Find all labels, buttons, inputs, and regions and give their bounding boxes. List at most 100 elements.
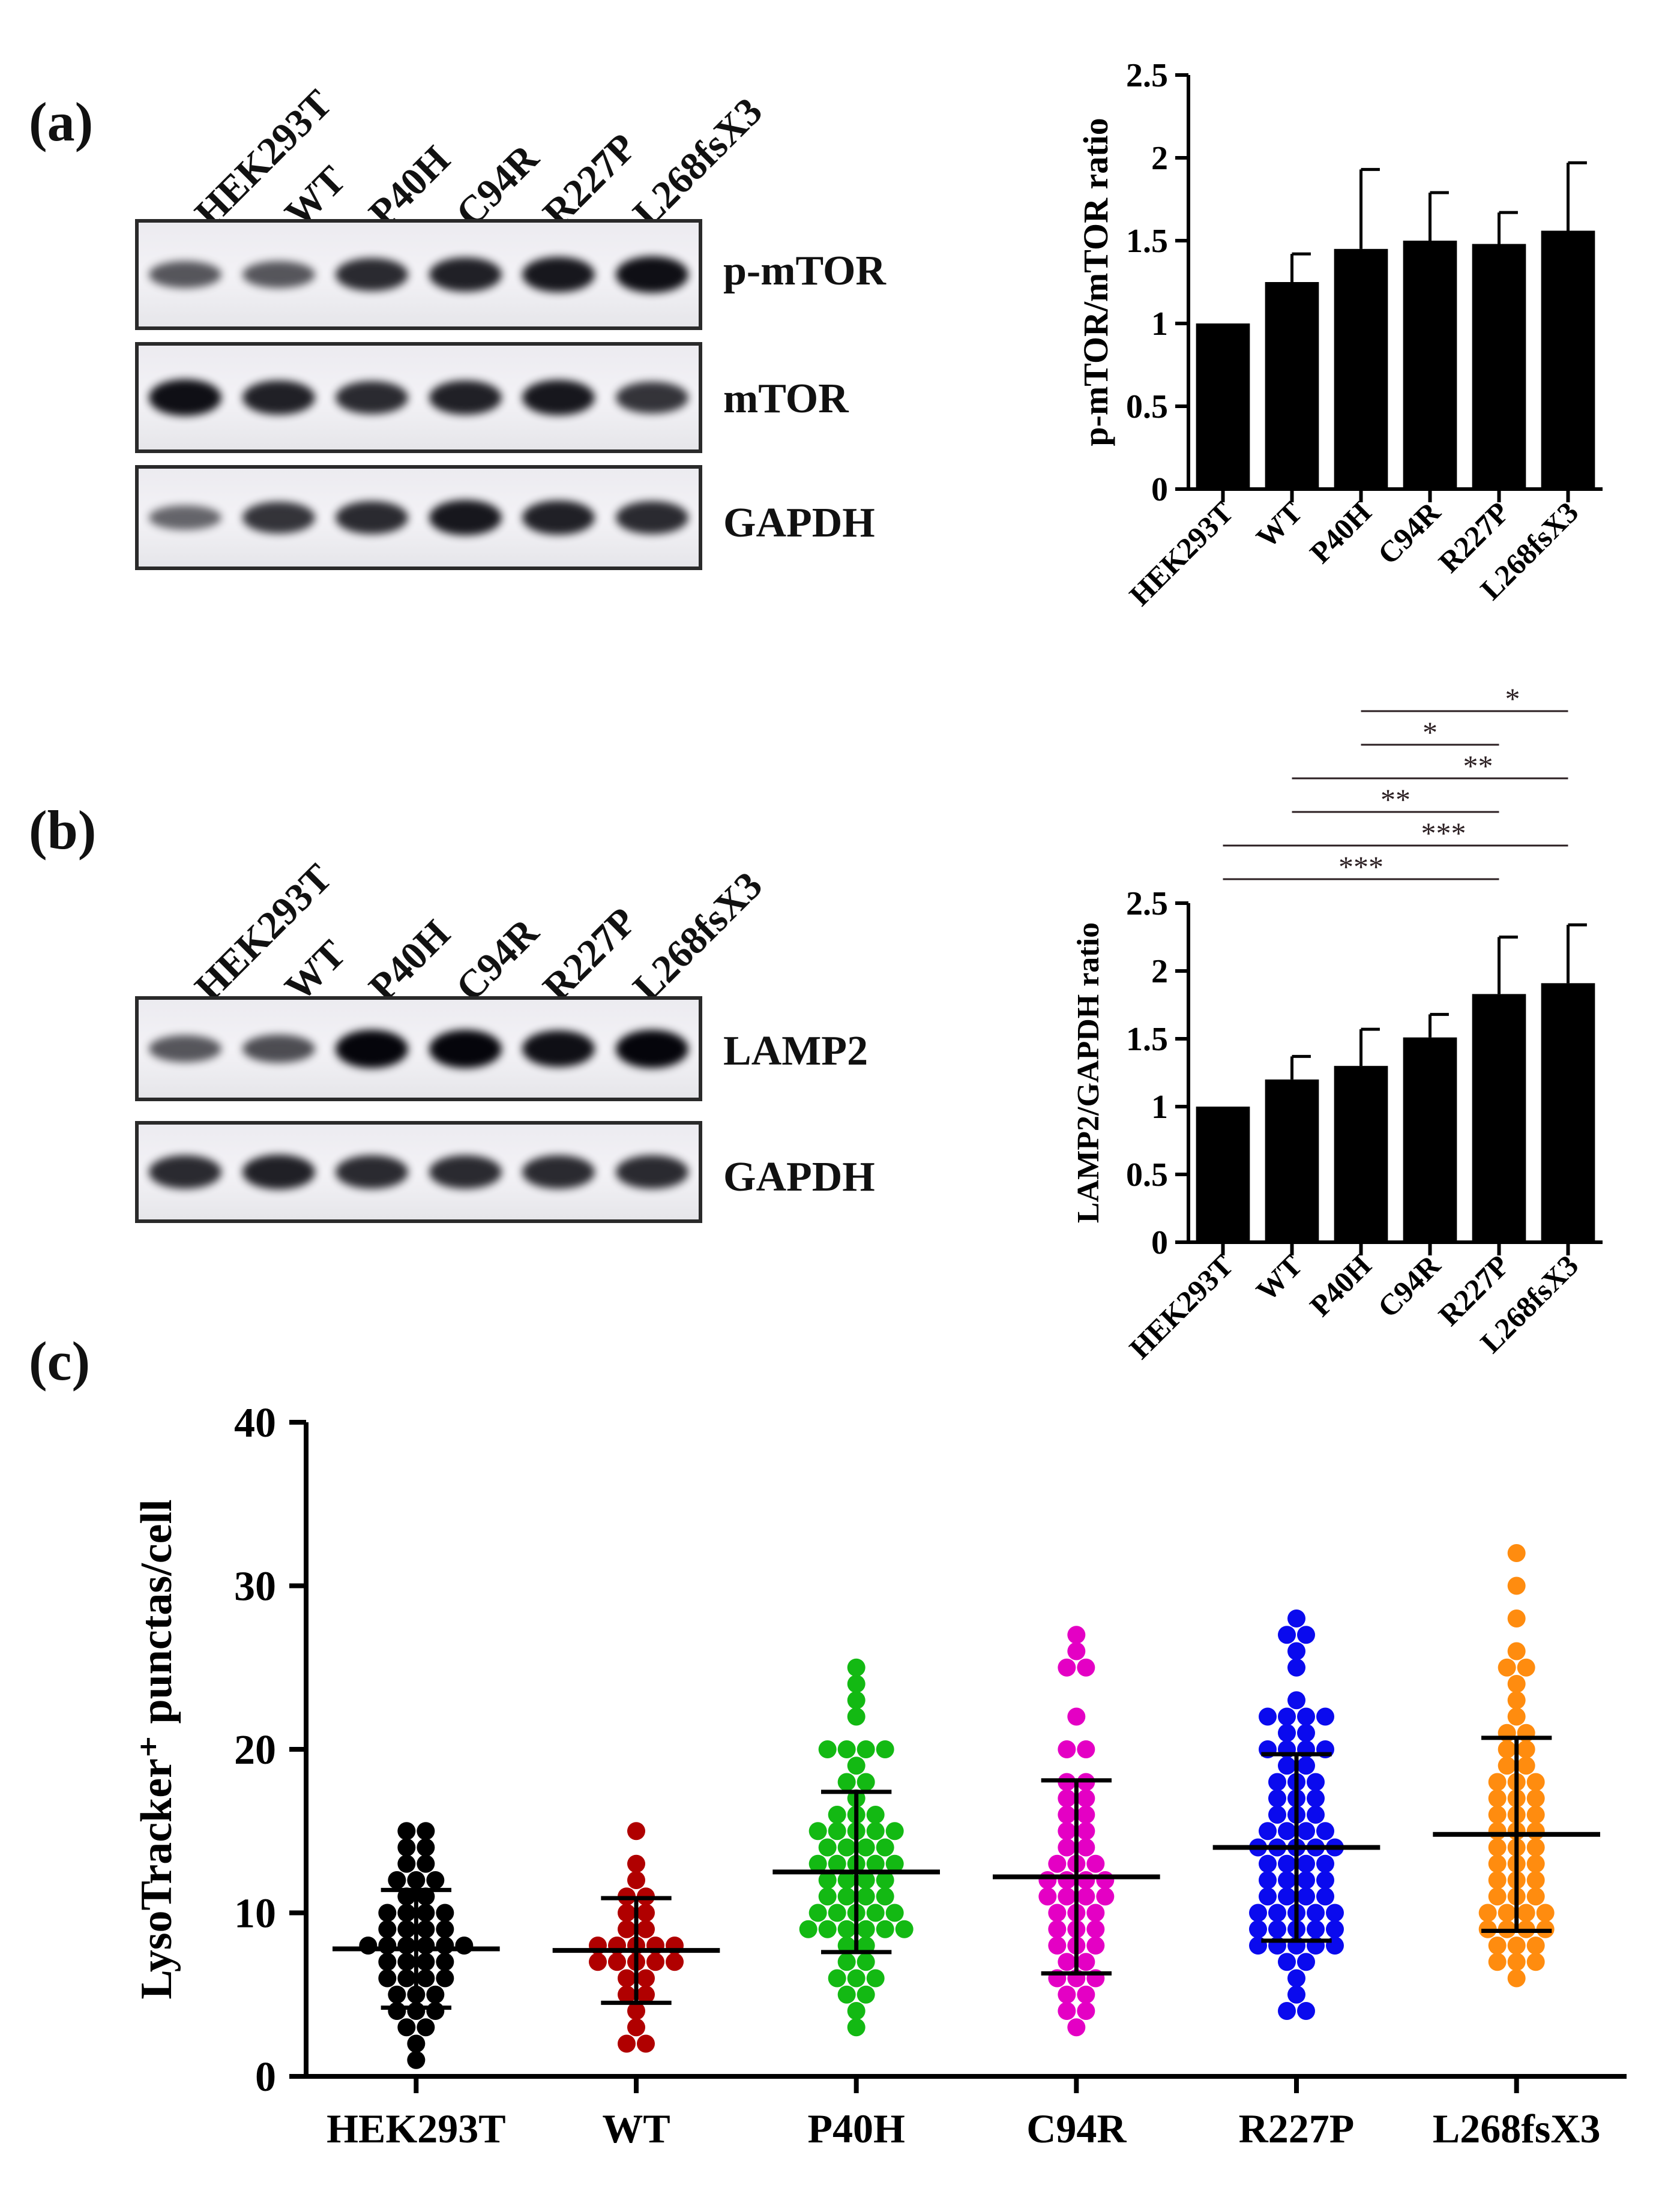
data-point bbox=[1498, 1904, 1516, 1922]
data-point bbox=[1307, 1920, 1325, 1938]
data-point bbox=[857, 1887, 875, 1906]
data-point bbox=[1259, 1887, 1277, 1906]
data-point bbox=[1058, 1838, 1076, 1857]
data-point bbox=[1077, 1985, 1095, 2004]
panel-a-label: (a) bbox=[29, 91, 94, 152]
data-point bbox=[847, 1675, 866, 1693]
data-point bbox=[1297, 1626, 1315, 1644]
y-tick-label: 1.5 bbox=[1126, 223, 1168, 260]
gapdh-blot-b bbox=[135, 1121, 702, 1223]
bar bbox=[1265, 1079, 1319, 1242]
data-point bbox=[1507, 1675, 1526, 1693]
data-point bbox=[837, 1887, 856, 1906]
data-point bbox=[837, 1740, 856, 1758]
data-point bbox=[1507, 1544, 1526, 1562]
data-point bbox=[1488, 1871, 1507, 1889]
bar bbox=[1472, 994, 1526, 1242]
bar bbox=[1334, 248, 1388, 489]
data-point bbox=[1526, 1838, 1545, 1857]
data-point bbox=[1517, 1757, 1535, 1775]
data-point bbox=[417, 1937, 435, 1955]
y-tick-label: 10 bbox=[234, 1891, 276, 1937]
data-point bbox=[1307, 1773, 1325, 1791]
blot-band bbox=[615, 381, 688, 414]
y-tick-label: 20 bbox=[234, 1727, 276, 1773]
data-point bbox=[1287, 1969, 1305, 1988]
data-point bbox=[1077, 1838, 1095, 1857]
data-point bbox=[847, 1757, 866, 1775]
bar bbox=[1265, 282, 1319, 489]
data-point bbox=[818, 1740, 837, 1758]
data-point bbox=[397, 1904, 416, 1922]
data-point bbox=[857, 1920, 875, 1938]
significance-label: ** bbox=[1380, 783, 1411, 816]
bar bbox=[1196, 323, 1250, 489]
data-point bbox=[1526, 1953, 1545, 1971]
blot-band bbox=[336, 380, 409, 415]
data-point bbox=[837, 1953, 856, 1971]
blot-band bbox=[242, 260, 315, 289]
data-point bbox=[895, 1920, 914, 1938]
data-point bbox=[388, 1985, 406, 2004]
blot-band bbox=[336, 500, 409, 535]
data-point bbox=[828, 1969, 846, 1988]
mtor-blot-label: mTOR bbox=[723, 376, 849, 422]
data-point bbox=[1287, 1609, 1305, 1627]
data-point bbox=[876, 1887, 894, 1906]
y-axis-label: p-mTOR/mTOR ratio bbox=[1076, 118, 1115, 446]
x-tick-label: HEK293T bbox=[1122, 495, 1239, 612]
data-point bbox=[1507, 1969, 1526, 1988]
y-tick-label: 30 bbox=[234, 1564, 276, 1610]
data-point bbox=[1048, 1854, 1067, 1873]
blot-band bbox=[149, 260, 222, 289]
data-point bbox=[1297, 1871, 1315, 1889]
blot-band bbox=[615, 1155, 688, 1189]
data-point bbox=[1287, 1691, 1305, 1710]
data-point bbox=[1077, 2002, 1095, 2020]
data-point bbox=[1478, 1904, 1497, 1922]
data-point bbox=[1086, 1920, 1105, 1938]
data-point bbox=[1507, 1953, 1526, 1971]
data-point bbox=[1278, 1887, 1296, 1906]
data-point bbox=[1058, 1953, 1076, 1971]
data-point bbox=[799, 1920, 817, 1938]
y-axis-label: LAMP2/GAPDH ratio bbox=[1071, 922, 1106, 1223]
data-point bbox=[426, 2002, 445, 2020]
data-point bbox=[1488, 1822, 1507, 1841]
significance-label: * bbox=[1505, 682, 1520, 715]
y-tick-label: 0.5 bbox=[1126, 388, 1168, 425]
y-tick-label: 0 bbox=[1151, 471, 1168, 508]
data-point bbox=[847, 2018, 866, 2037]
data-point bbox=[1488, 1806, 1507, 1824]
chart-c-lysotracker-scatter: 0 10 20 30 40 LysoTracker⁺ punctas/cell HEK293… bbox=[132, 1404, 1627, 2151]
data-point bbox=[876, 1838, 894, 1857]
data-point bbox=[1297, 1707, 1315, 1726]
p-mtor-blot-label: p-mTOR bbox=[723, 248, 886, 294]
data-point bbox=[637, 2034, 655, 2053]
data-point bbox=[417, 1969, 435, 1988]
data-point bbox=[1326, 1920, 1344, 1938]
data-point bbox=[1067, 1642, 1086, 1661]
data-point bbox=[1077, 1789, 1095, 1808]
data-point bbox=[1058, 1985, 1076, 2004]
lane-label: L268fsX3 bbox=[624, 89, 771, 236]
data-point bbox=[637, 1969, 655, 1988]
bar bbox=[1403, 1037, 1457, 1242]
blot-band bbox=[242, 1034, 315, 1063]
data-point bbox=[1038, 1871, 1057, 1889]
data-point bbox=[857, 1740, 875, 1758]
data-point bbox=[1526, 1822, 1545, 1841]
data-point bbox=[1086, 1854, 1105, 1873]
data-point bbox=[1488, 1887, 1507, 1906]
data-point bbox=[627, 2002, 645, 2020]
data-point bbox=[866, 1904, 885, 1922]
data-point bbox=[627, 2018, 645, 2037]
data-point bbox=[857, 1985, 875, 2004]
blot-band bbox=[336, 1155, 409, 1189]
data-point bbox=[1048, 1937, 1067, 1955]
data-point bbox=[885, 1904, 904, 1922]
x-tick-label: P40H bbox=[1303, 495, 1377, 570]
data-point bbox=[417, 1822, 435, 1841]
